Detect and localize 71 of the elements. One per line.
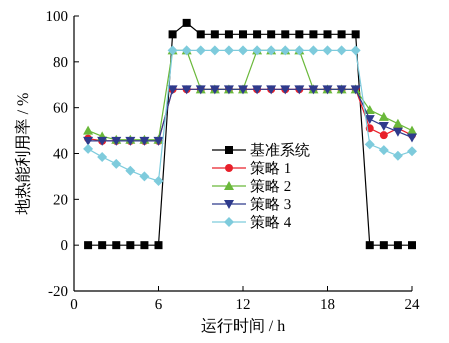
y-tick-label: 0 xyxy=(60,238,68,254)
x-tick-label: 6 xyxy=(154,297,163,313)
legend-label: 策略 2 xyxy=(250,178,292,195)
y-tick-label: 80 xyxy=(53,54,68,71)
point xyxy=(308,45,318,56)
legend-label: 策略 3 xyxy=(250,196,292,213)
point xyxy=(154,176,164,186)
x-tick-label: 0 xyxy=(70,297,78,313)
point xyxy=(83,126,94,135)
point xyxy=(154,241,162,250)
point xyxy=(112,241,120,250)
x-tick-label: 18 xyxy=(320,297,335,313)
y-tick-label: 40 xyxy=(53,146,68,162)
point xyxy=(324,30,332,38)
point xyxy=(239,30,247,38)
point xyxy=(196,30,205,38)
point xyxy=(224,30,233,38)
point xyxy=(98,241,106,250)
point xyxy=(83,136,94,146)
y-tick-label: 100 xyxy=(46,9,68,25)
point xyxy=(224,45,234,56)
y-tick-label: -20 xyxy=(48,284,68,300)
x-tick-label: 12 xyxy=(236,297,250,313)
point xyxy=(126,241,134,250)
point xyxy=(83,144,94,154)
point xyxy=(139,171,150,182)
legend-label: 策略 1 xyxy=(250,160,292,177)
point xyxy=(352,30,360,38)
point xyxy=(168,30,177,38)
y-tick-label: 20 xyxy=(53,192,68,208)
point xyxy=(238,45,248,56)
point xyxy=(380,131,388,140)
point xyxy=(364,139,375,150)
point xyxy=(295,30,304,38)
point xyxy=(322,45,332,56)
point xyxy=(366,241,374,250)
point xyxy=(125,166,136,176)
x-tick-label: 24 xyxy=(404,297,420,313)
y-axis-title: 地热能利用率 / % xyxy=(14,92,32,216)
point xyxy=(140,241,148,250)
point xyxy=(267,30,276,38)
point xyxy=(97,152,108,162)
point xyxy=(111,158,122,169)
point xyxy=(210,30,219,38)
point xyxy=(407,133,417,142)
point xyxy=(182,18,191,27)
point xyxy=(392,128,403,137)
x-axis-title: 运行时间 / h xyxy=(200,317,286,335)
point xyxy=(408,241,416,250)
point xyxy=(364,104,375,114)
point xyxy=(392,118,403,128)
legend-label: 基准系统 xyxy=(250,142,310,159)
point xyxy=(196,45,206,56)
point xyxy=(380,241,388,250)
point xyxy=(281,30,290,38)
point xyxy=(210,45,220,56)
point xyxy=(378,112,389,121)
point xyxy=(84,241,92,250)
point xyxy=(338,30,346,38)
point xyxy=(378,145,389,156)
point xyxy=(336,45,347,56)
point xyxy=(253,30,262,38)
legend-label: 策略 4 xyxy=(250,214,292,231)
point xyxy=(364,115,375,124)
point xyxy=(394,241,402,250)
point xyxy=(309,30,318,38)
point xyxy=(407,146,417,156)
point xyxy=(378,122,389,131)
point xyxy=(350,45,361,56)
point xyxy=(392,150,403,161)
y-tick-label: 60 xyxy=(53,100,68,117)
